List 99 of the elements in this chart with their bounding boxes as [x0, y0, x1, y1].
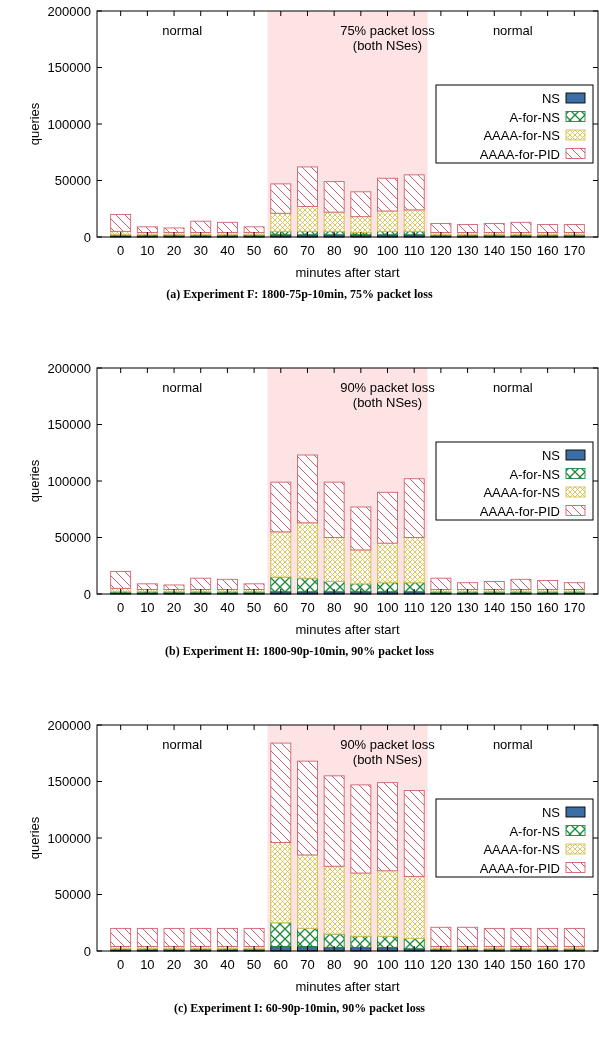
- x-axis-title: minutes after start: [295, 622, 400, 637]
- x-tick-label: 110: [403, 957, 425, 972]
- x-tick-label: 90: [353, 957, 369, 972]
- annotation: normal: [162, 737, 203, 752]
- legend-label: NS: [541, 448, 561, 463]
- x-tick-label: 50: [246, 600, 262, 615]
- y-tick-label: 50000: [54, 887, 91, 902]
- x-tick-label: 0: [117, 957, 125, 972]
- annotation: normal: [492, 23, 533, 38]
- x-tick-label: 50: [246, 243, 262, 258]
- x-tick-label: 100: [376, 957, 399, 972]
- y-axis-title: queries: [27, 459, 42, 503]
- x-tick-label: 150: [510, 600, 532, 615]
- x-tick-label: 70: [300, 243, 315, 258]
- annotation: normal: [492, 737, 533, 752]
- legend-label: AAAA-for-PID: [479, 146, 560, 162]
- x-tick-label: 140: [483, 243, 506, 258]
- band-label: 90% packet loss (both NSes): [340, 380, 436, 410]
- text: (b) Experiment H: 1800-90p-10min, 90% packet loss: [165, 644, 435, 658]
- y-tick-label: 150000: [47, 774, 91, 789]
- x-tick-label: 40: [220, 243, 235, 258]
- x-tick-label: 120: [430, 600, 452, 615]
- x-tick-label: 110: [403, 243, 425, 258]
- x-tick-label: 90: [353, 600, 369, 615]
- x-tick-label: 110: [403, 600, 425, 615]
- y-axis-title: queries: [27, 816, 42, 860]
- annotation: normal: [162, 380, 203, 395]
- x-tick-label: 130: [456, 600, 479, 615]
- x-tick-label: 170: [563, 243, 586, 258]
- annotation: normal: [162, 23, 203, 38]
- legend-label: AAAA-for-NS: [483, 128, 561, 143]
- x-tick-label: 80: [326, 600, 342, 615]
- x-tick-label: 140: [483, 957, 506, 972]
- x-tick-label: 20: [166, 600, 182, 615]
- x-tick-label: 0: [117, 600, 125, 615]
- legend-label: NS: [541, 805, 561, 820]
- x-axis-title: minutes after start: [295, 979, 400, 994]
- band-label: 90% packet loss (both NSes): [340, 737, 436, 767]
- x-axis-title: minutes after start: [295, 265, 400, 280]
- x-tick-label: 150: [510, 957, 532, 972]
- x-tick-label: 130: [456, 957, 479, 972]
- x-tick-label: 30: [193, 957, 208, 972]
- x-tick-label: 60: [273, 957, 289, 972]
- x-tick-label: 10: [140, 600, 155, 615]
- x-tick-label: 0: [117, 243, 125, 258]
- x-tick-label: 160: [536, 957, 559, 972]
- x-tick-label: 160: [536, 600, 559, 615]
- legend-label: AAAA-for-PID: [479, 860, 560, 876]
- legend-label: AAAA-for-NS: [483, 842, 561, 857]
- legend-label: NS: [541, 91, 561, 106]
- x-tick-label: 80: [326, 957, 342, 972]
- x-tick-label: 70: [300, 600, 315, 615]
- x-tick-label: 30: [193, 600, 208, 615]
- x-tick-label: 50: [246, 957, 262, 972]
- y-tick-label: 150000: [47, 417, 91, 432]
- legend-label: A-for-NS: [509, 109, 561, 125]
- x-tick-label: 170: [563, 600, 586, 615]
- y-tick-label: 50000: [54, 530, 91, 545]
- x-tick-label: 100: [376, 243, 399, 258]
- y-tick-label: 0: [83, 229, 91, 245]
- y-axis-title: queries: [27, 102, 42, 146]
- x-tick-label: 140: [483, 600, 506, 615]
- y-tick-label: 200000: [47, 3, 91, 19]
- x-tick-label: 160: [536, 243, 559, 258]
- x-tick-label: 60: [273, 600, 289, 615]
- x-tick-label: 100: [376, 600, 399, 615]
- x-tick-label: 60: [273, 243, 289, 258]
- x-tick-label: 10: [140, 957, 155, 972]
- legend-label: AAAA-for-NS: [483, 485, 561, 500]
- y-tick-label: 100000: [47, 830, 91, 846]
- legend-label: AAAA-for-PID: [479, 503, 560, 519]
- x-tick-label: 10: [140, 243, 155, 258]
- x-tick-label: 40: [220, 600, 235, 615]
- annotation: normal: [492, 380, 533, 395]
- x-tick-label: 20: [166, 957, 182, 972]
- x-tick-label: 170: [563, 957, 586, 972]
- y-tick-label: 50000: [54, 173, 91, 188]
- y-tick-label: 200000: [47, 717, 91, 733]
- y-tick-label: 150000: [47, 60, 91, 75]
- text: (a) Experiment F: 1800-75p-10min, 75% packet loss: [166, 287, 433, 301]
- text: (c) Experiment I: 60-90p-10min, 90% packet loss: [174, 1001, 426, 1015]
- x-tick-label: 40: [220, 957, 235, 972]
- y-tick-label: 100000: [47, 473, 91, 489]
- x-tick-label: 120: [430, 243, 452, 258]
- x-tick-label: 150: [510, 243, 532, 258]
- y-tick-label: 0: [83, 943, 91, 959]
- y-tick-label: 200000: [47, 360, 91, 376]
- band-label: 75% packet loss (both NSes): [340, 23, 436, 53]
- x-tick-label: 20: [166, 243, 182, 258]
- legend-label: A-for-NS: [509, 823, 561, 839]
- x-tick-label: 70: [300, 957, 315, 972]
- y-tick-label: 0: [83, 586, 91, 602]
- x-tick-label: 90: [353, 243, 369, 258]
- x-tick-label: 120: [430, 957, 452, 972]
- legend-label: A-for-NS: [509, 466, 561, 482]
- x-tick-label: 30: [193, 243, 208, 258]
- x-tick-label: 80: [326, 243, 342, 258]
- x-tick-label: 130: [456, 243, 479, 258]
- y-tick-label: 100000: [47, 116, 91, 132]
